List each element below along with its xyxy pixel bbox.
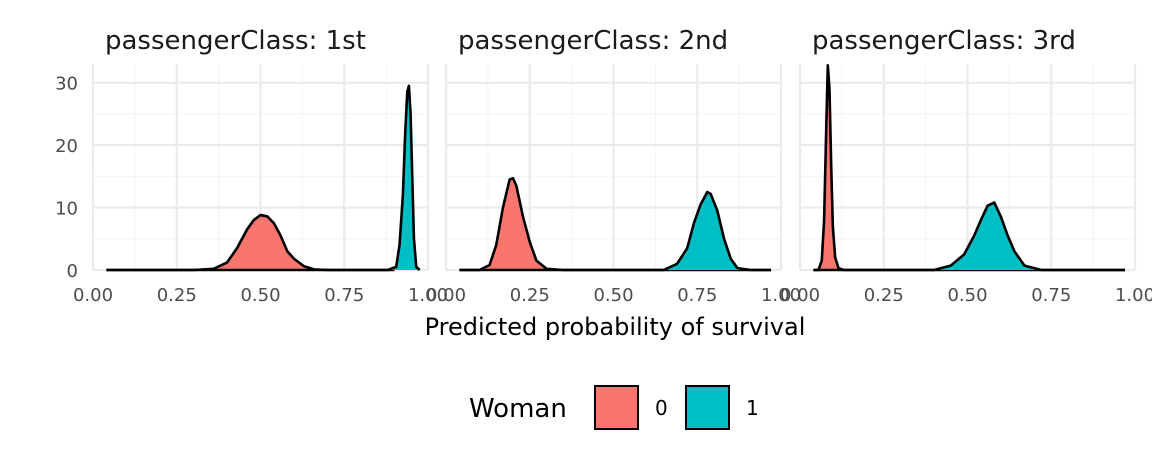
x-tick-label: 0.25 <box>510 285 550 306</box>
panel-title: passengerClass: 1st <box>105 26 366 56</box>
density-line-woman-0 <box>106 213 395 272</box>
panel-3: passengerClass: 3rd 0.00 0.25 0.50 0.75 1.00 <box>780 26 1152 306</box>
density-line-woman-1 <box>813 201 1125 272</box>
density-line-woman-0 <box>459 176 771 272</box>
panel-title: passengerClass: 3rd <box>812 26 1076 56</box>
density-area-woman-0 <box>459 178 771 270</box>
panel-2: passengerClass: 2nd 0.00 0.25 0.50 0.75 1.00 <box>426 26 801 306</box>
density-line-woman-0 <box>813 63 1125 272</box>
density-area-woman-0 <box>106 215 395 270</box>
legend: Woman 0 1 <box>469 385 759 430</box>
x-tick-label: 0.25 <box>157 285 197 306</box>
x-tick-label: 0.75 <box>324 285 364 306</box>
x-tick-label: 0.00 <box>73 285 113 306</box>
x-tick-label: 0.50 <box>947 285 987 306</box>
density-area-woman-1 <box>459 191 771 270</box>
legend-label-0: 0 <box>655 396 668 420</box>
x-tick-label: 0.25 <box>864 285 904 306</box>
legend-key-1 <box>685 385 730 430</box>
x-axis-title: Predicted probability of survival <box>425 313 806 341</box>
x-tick-label: 0.75 <box>1031 285 1071 306</box>
density-line-woman-1 <box>106 84 421 272</box>
panel-title: passengerClass: 2nd <box>458 26 728 56</box>
y-tick-label: 0 <box>67 261 78 282</box>
y-tick-label: 30 <box>55 74 78 95</box>
y-tick-label: 10 <box>55 199 78 220</box>
x-tick-label: 1.00 <box>408 285 448 306</box>
density-area-woman-1 <box>813 202 1125 270</box>
x-tick-label: 0.50 <box>593 285 633 306</box>
x-tick-label: 0.00 <box>780 285 820 306</box>
panel-1: passengerClass: 1st 0.00 0.25 0.50 0.75 1.00 0… <box>55 26 448 306</box>
y-tick-label: 20 <box>55 136 78 157</box>
x-tick-label: 1.00 <box>1115 285 1152 306</box>
legend-key-0 <box>594 385 639 430</box>
legend-label-1: 1 <box>746 396 759 420</box>
x-tick-label: 0.00 <box>426 285 466 306</box>
legend-title: Woman <box>469 394 567 424</box>
x-tick-label: 0.50 <box>240 285 280 306</box>
x-tick-label: 1.00 <box>761 285 801 306</box>
density-line-woman-1 <box>459 190 771 272</box>
x-tick-label: 0.75 <box>677 285 717 306</box>
